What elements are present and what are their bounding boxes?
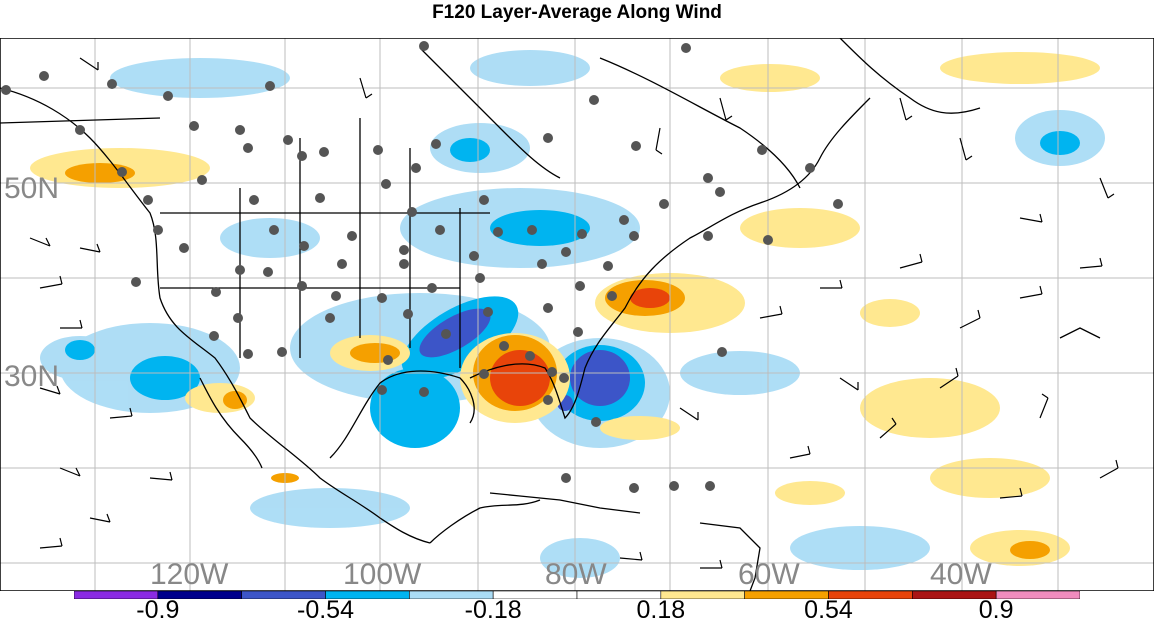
station-markers <box>1 41 843 493</box>
colorbar-swatch <box>995 591 1080 599</box>
map-labels: 50N 30N 120W 100W 80W 60W 40W <box>4 172 992 591</box>
longitude-label-40w: 40W <box>930 558 992 591</box>
longitude-label-100w: 100W <box>343 558 422 591</box>
longitude-label-60w: 60W <box>738 558 800 591</box>
map-border <box>0 38 1154 591</box>
lat-lon-grid <box>0 38 1154 591</box>
colorbar-tick-label: 0.18 <box>636 596 686 624</box>
latitude-label-50n: 50N <box>4 172 59 205</box>
colorbar-tick-label: 0.54 <box>804 596 853 624</box>
plot-title: F120 Layer-Average Along Wind <box>432 2 722 23</box>
wind-barbs <box>29 57 1119 569</box>
shaded-anomalies <box>30 50 1105 578</box>
longitude-label-120w: 120W <box>150 558 229 591</box>
longitude-label-80w: 80W <box>545 558 607 591</box>
weather-map: 50N 30N 120W 100W 80W 60W 40W <box>0 38 1154 591</box>
colorbar-tick-label: -0.18 <box>464 596 522 624</box>
coastlines <box>0 38 1101 591</box>
colorbar <box>74 591 1080 599</box>
latitude-label-30n: 30N <box>4 360 59 393</box>
colorbar-tick-label: -0.54 <box>297 596 354 624</box>
colorbar-tick-label: -0.9 <box>136 596 180 624</box>
colorbar-tick-label: 0.9 <box>978 596 1014 624</box>
